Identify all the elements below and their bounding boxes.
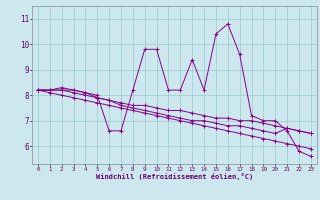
X-axis label: Windchill (Refroidissement éolien,°C): Windchill (Refroidissement éolien,°C)	[96, 173, 253, 180]
